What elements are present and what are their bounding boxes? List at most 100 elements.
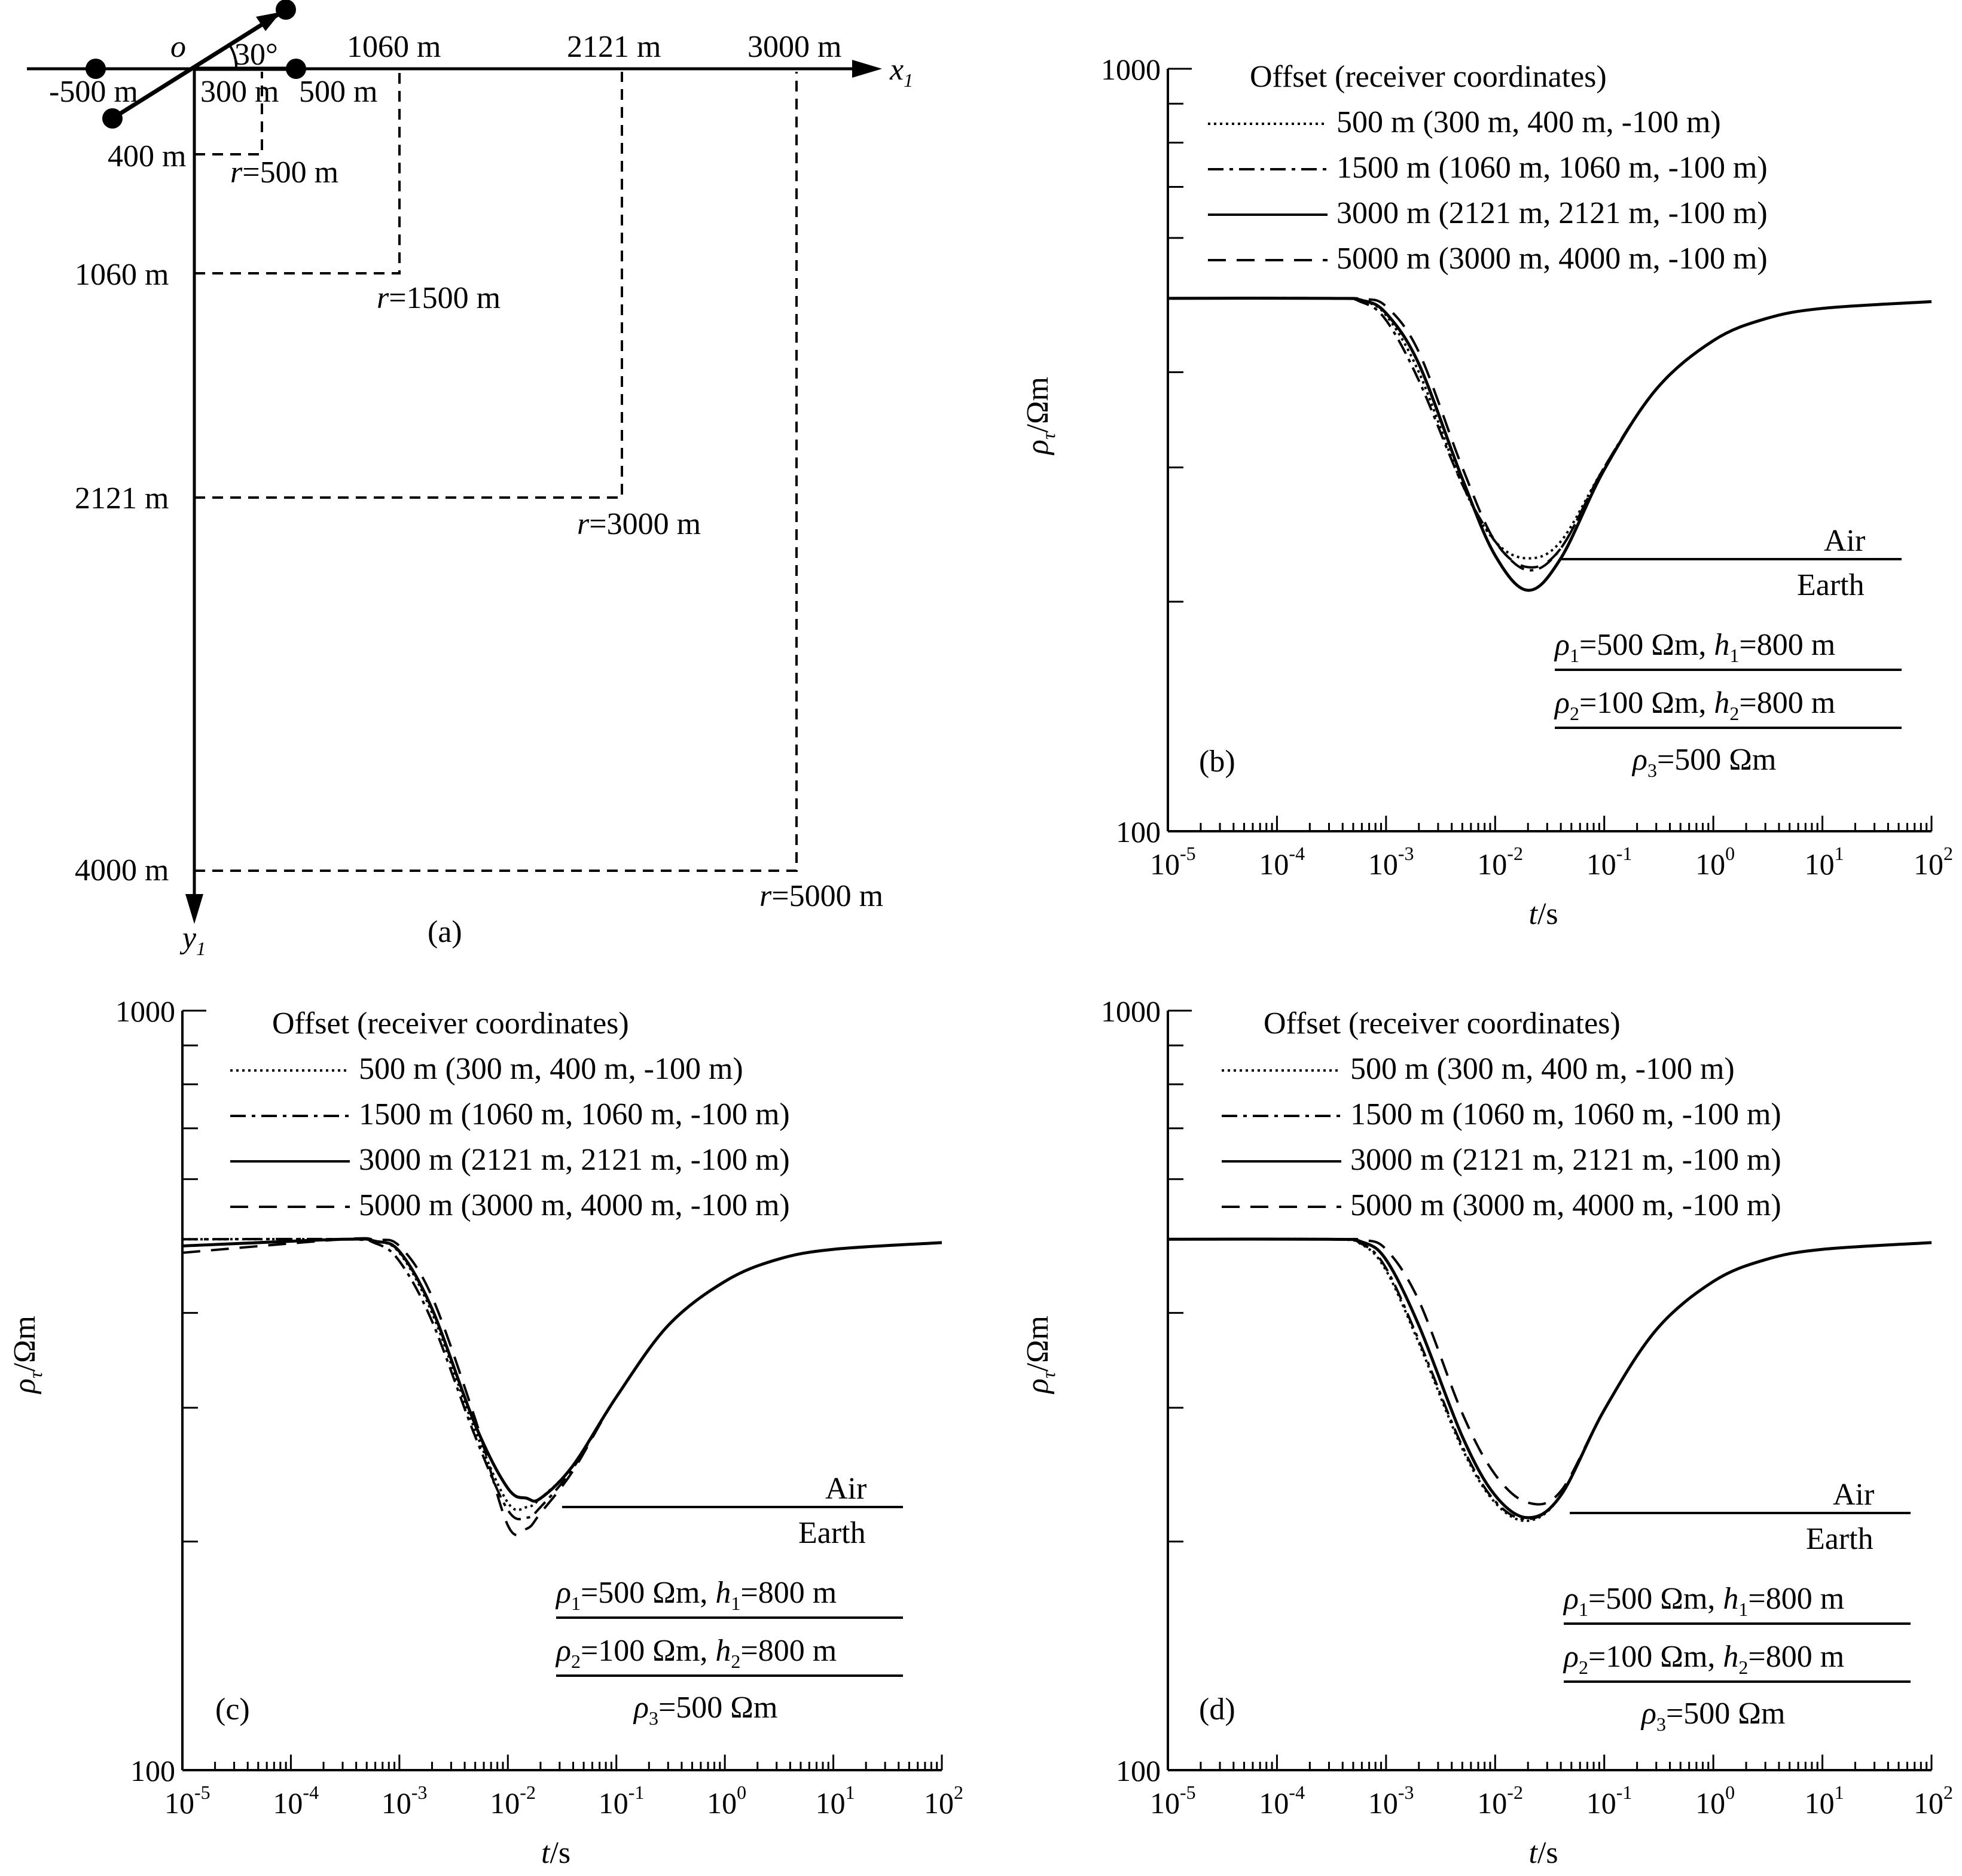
legend-entry: 3000 m (2121 m, 2121 m, -100 m) — [1350, 1143, 1781, 1177]
source-wire-arrow — [256, 12, 281, 31]
x-tick-label: 10-3 — [382, 1782, 428, 1820]
y-tick-label: 1000 — [1101, 53, 1161, 86]
layer-3-params: ρ3=500 Ωm — [1640, 1697, 1785, 1735]
panel-a-geometry: x1 y1 o 30° 1060 m 2121 m 3000 m -500 m … — [27, 0, 913, 959]
layer-2-params: ρ2=100 Ωm, h2=800 m — [555, 1634, 837, 1672]
source-wire — [111, 8, 287, 120]
x-tick-label: 10-2 — [1477, 1782, 1523, 1820]
x1-axis-arrow — [852, 60, 882, 78]
air-label: Air — [825, 1472, 866, 1506]
y-tick-label: 1000 — [115, 995, 175, 1028]
electrode-500 — [286, 59, 306, 79]
y-axis-title: ρτ/Ωm — [1021, 377, 1059, 456]
layer-3-params: ρ3=500 Ωm — [1631, 743, 1776, 781]
x-tick-label: 102 — [924, 1782, 963, 1820]
y-tick-label: 100 — [1116, 815, 1161, 849]
legend-entry: 500 m (300 m, 400 m, -100 m) — [1337, 105, 1721, 139]
series-line-dashed — [1167, 297, 1932, 569]
x-tick-3000: 3000 m — [747, 30, 841, 64]
angle-arc — [229, 45, 238, 69]
earth-label: Earth — [1797, 568, 1865, 602]
legend-entry: 5000 m (3000 m, 4000 m, -100 m) — [1350, 1188, 1781, 1222]
chart-panel-c: 10-5 10-4 10-3 10-2 10-1 100 101 102 100 1000 t/s ρ… — [8, 995, 963, 1870]
x-tick-label: 10-4 — [1259, 1782, 1305, 1820]
series-line-dashdot — [1167, 297, 1932, 572]
series-line-dashed — [182, 1237, 942, 1536]
series-line-dotted — [182, 1238, 942, 1511]
series-line-dashdot — [1167, 1237, 1932, 1521]
earth-label: Earth — [1806, 1522, 1873, 1556]
series-line-dashed — [1167, 1237, 1932, 1506]
chart-panel-b: 10-5 10-4 10-3 10-2 10-1 100 101 102 100 1000 t/s ρ… — [1021, 53, 1953, 931]
legend-entry: 500 m (300 m, 400 m, -100 m) — [359, 1052, 743, 1086]
x-tick-label: 10-3 — [1368, 1782, 1414, 1820]
chart-panel-d: 10-5 10-4 10-3 10-2 10-1 100 101 102 100 1000 t/s ρ… — [1021, 995, 1953, 1870]
x-tick-label: 102 — [1914, 843, 1953, 881]
source-electrode-b — [276, 0, 296, 20]
panel-label: (b) — [1199, 745, 1235, 779]
x-tick-label: 100 — [1695, 1782, 1735, 1820]
box-r5000 — [194, 72, 798, 872]
legend-entry: 3000 m (2121 m, 2121 m, -100 m) — [359, 1143, 790, 1177]
y-axis-title: ρτ/Ωm — [1021, 1316, 1059, 1395]
x-tick-minus500: -500 m — [49, 75, 138, 109]
y-tick-1060: 1060 m — [75, 258, 169, 292]
x-tick-label: 10-3 — [1368, 843, 1414, 881]
y-tick-400: 400 m — [108, 139, 186, 173]
y-tick-4000: 4000 m — [75, 853, 169, 887]
legend-title: Offset (receiver coordinates) — [1264, 1006, 1621, 1041]
x-tick-label: 102 — [1914, 1782, 1953, 1820]
y-axis-title: ρτ/Ωm — [8, 1316, 46, 1395]
layer-2-params: ρ2=100 Ωm, h2=800 m — [1563, 1640, 1844, 1678]
box-r500 — [194, 72, 263, 155]
x-tick-2121: 2121 m — [567, 30, 661, 64]
legend-entry: 1500 m (1060 m, 1060 m, -100 m) — [1350, 1097, 1781, 1131]
legend-entry: 500 m (300 m, 400 m, -100 m) — [1350, 1052, 1735, 1086]
series-line-solid — [182, 1237, 942, 1503]
layer-2-params: ρ2=100 Ωm, h2=800 m — [1554, 686, 1835, 724]
legend-entry: 1500 m (1060 m, 1060 m, -100 m) — [1337, 151, 1768, 185]
y-tick-label: 1000 — [1101, 995, 1161, 1028]
x-tick-label: 10-1 — [599, 1782, 645, 1820]
r-label-1500: r=1500 m — [377, 281, 501, 315]
x-tick-label: 10-2 — [1477, 843, 1523, 881]
layer-1-params: ρ1=500 Ωm, h1=800 m — [555, 1576, 837, 1614]
layer-1-params: ρ1=500 Ωm, h1=800 m — [1554, 628, 1835, 666]
air-label: Air — [1833, 1478, 1874, 1512]
origin-label: o — [170, 30, 186, 64]
x1-axis-label: x1 — [889, 53, 913, 91]
x-tick-1060: 1060 m — [347, 30, 441, 64]
x-tick-500: 500 m — [299, 75, 377, 109]
x-tick-label: 10-2 — [490, 1782, 536, 1820]
x-tick-label: 10-1 — [1586, 1782, 1633, 1820]
x-axis-title: t/s — [1529, 1836, 1558, 1870]
y-tick-label: 100 — [1116, 1754, 1161, 1787]
legend-entry: 3000 m (2121 m, 2121 m, -100 m) — [1337, 196, 1768, 230]
series-line-dashdot — [182, 1237, 942, 1521]
legend-title: Offset (receiver coordinates) — [1250, 60, 1607, 94]
y1-axis-arrow — [185, 894, 203, 924]
legend-entry: 1500 m (1060 m, 1060 m, -100 m) — [359, 1097, 790, 1131]
panel-label: (c) — [215, 1692, 250, 1726]
x-tick-label: 101 — [1805, 843, 1844, 881]
x-tick-label: 10-5 — [164, 1782, 210, 1820]
x-tick-300: 300 m — [200, 75, 279, 109]
x-tick-label: 101 — [816, 1782, 855, 1820]
y1-axis-label: y1 — [179, 921, 206, 959]
x-tick-label: 10-1 — [1586, 843, 1633, 881]
x-tick-label: 10-4 — [1259, 843, 1305, 881]
series-line-dotted — [1167, 1237, 1932, 1523]
layer-3-params: ρ3=500 Ωm — [633, 1691, 777, 1729]
panel-a-label: (a) — [428, 915, 462, 949]
series-line-solid — [1167, 297, 1932, 592]
series-line-dotted — [1167, 297, 1932, 560]
legend-entry: 5000 m (3000 m, 4000 m, -100 m) — [359, 1188, 790, 1222]
box-r1500 — [194, 72, 401, 274]
x-tick-label: 100 — [1695, 843, 1735, 881]
x-axis-title: t/s — [541, 1836, 570, 1870]
x-tick-label: 10-4 — [273, 1782, 319, 1820]
electrode-minus500 — [86, 59, 106, 79]
receiver-boxes — [194, 72, 798, 872]
earth-label: Earth — [798, 1516, 866, 1550]
